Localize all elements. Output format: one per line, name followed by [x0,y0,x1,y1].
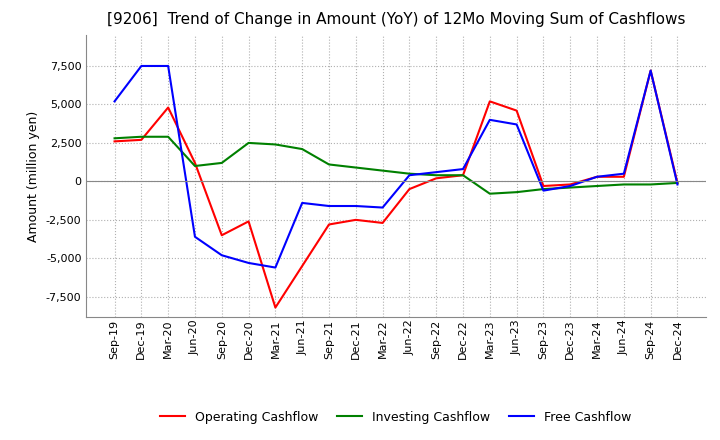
Investing Cashflow [325,162,333,167]
Free Cashflow [271,265,279,270]
Investing Cashflow [217,160,226,165]
Operating Cashflow [351,217,360,223]
Free Cashflow [164,63,173,69]
Free Cashflow [191,234,199,239]
Operating Cashflow [325,222,333,227]
Operating Cashflow [566,182,575,187]
Investing Cashflow [244,140,253,146]
Operating Cashflow [673,180,682,186]
Free Cashflow [217,253,226,258]
Operating Cashflow [110,139,119,144]
Title: [9206]  Trend of Change in Amount (YoY) of 12Mo Moving Sum of Cashflows: [9206] Trend of Change in Amount (YoY) o… [107,12,685,27]
Investing Cashflow [298,147,307,152]
Free Cashflow [485,117,494,122]
Operating Cashflow [191,160,199,165]
Operating Cashflow [271,305,279,310]
Free Cashflow [351,203,360,209]
Investing Cashflow [351,165,360,170]
Investing Cashflow [271,142,279,147]
Investing Cashflow [110,136,119,141]
Free Cashflow [593,174,601,180]
Legend: Operating Cashflow, Investing Cashflow, Free Cashflow: Operating Cashflow, Investing Cashflow, … [156,406,636,429]
Investing Cashflow [164,134,173,139]
Investing Cashflow [513,190,521,195]
Investing Cashflow [566,185,575,190]
Investing Cashflow [137,134,145,139]
Investing Cashflow [619,182,628,187]
Line: Free Cashflow: Free Cashflow [114,66,678,268]
Free Cashflow [619,171,628,176]
Investing Cashflow [673,180,682,186]
Operating Cashflow [244,219,253,224]
Line: Operating Cashflow: Operating Cashflow [114,70,678,308]
Operating Cashflow [137,137,145,143]
Free Cashflow [566,183,575,189]
Operating Cashflow [164,105,173,110]
Investing Cashflow [539,187,548,192]
Free Cashflow [539,188,548,193]
Operating Cashflow [378,220,387,226]
Line: Investing Cashflow: Investing Cashflow [114,137,678,194]
Investing Cashflow [485,191,494,196]
Operating Cashflow [432,176,441,181]
Operating Cashflow [539,183,548,189]
Investing Cashflow [459,172,467,178]
Operating Cashflow [619,174,628,180]
Operating Cashflow [405,187,414,192]
Investing Cashflow [191,163,199,169]
Investing Cashflow [378,168,387,173]
Operating Cashflow [298,264,307,269]
Free Cashflow [405,172,414,178]
Free Cashflow [244,260,253,266]
Investing Cashflow [593,183,601,189]
Free Cashflow [298,200,307,205]
Free Cashflow [137,63,145,69]
Investing Cashflow [405,171,414,176]
Free Cashflow [513,122,521,127]
Free Cashflow [432,169,441,175]
Operating Cashflow [513,108,521,113]
Free Cashflow [459,166,467,172]
Operating Cashflow [459,172,467,178]
Operating Cashflow [217,233,226,238]
Investing Cashflow [432,172,441,178]
Free Cashflow [110,99,119,104]
Free Cashflow [325,203,333,209]
Free Cashflow [378,205,387,210]
Operating Cashflow [647,68,655,73]
Operating Cashflow [485,99,494,104]
Free Cashflow [647,68,655,73]
Free Cashflow [673,182,682,187]
Operating Cashflow [593,174,601,180]
Investing Cashflow [647,182,655,187]
Y-axis label: Amount (million yen): Amount (million yen) [27,110,40,242]
